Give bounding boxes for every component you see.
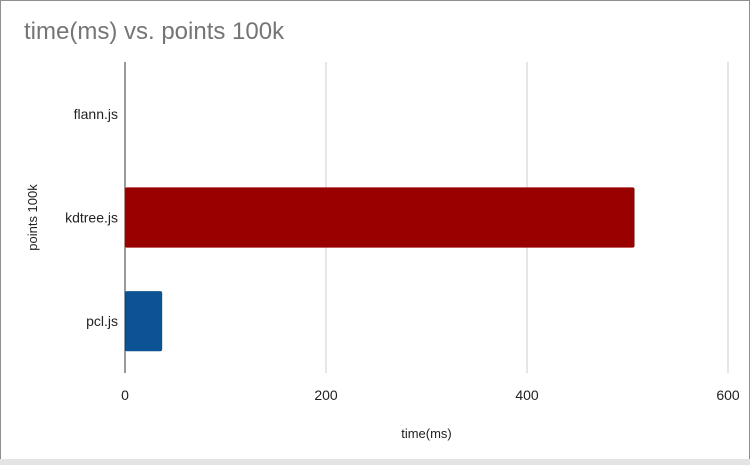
chart-title: time(ms) vs. points 100k xyxy=(24,18,285,45)
category-label-2: pcl.js xyxy=(86,313,118,329)
x-tick-labels: 0 200 400 600 xyxy=(121,387,740,403)
category-label-0: flann.js xyxy=(74,106,118,122)
x-axis-label: time(ms) xyxy=(401,426,452,441)
y-axis-label: points 100k xyxy=(25,184,40,251)
category-labels: flann.js kdtree.js pcl.js xyxy=(65,106,118,329)
bars xyxy=(125,187,635,352)
category-label-1: kdtree.js xyxy=(65,210,118,226)
bottom-strip xyxy=(0,459,750,465)
bar-pcl-js xyxy=(125,291,163,352)
x-tick-label-2: 400 xyxy=(515,387,539,403)
bar-kdtree-js xyxy=(125,187,635,248)
x-tick-label-3: 600 xyxy=(716,387,740,403)
x-tick-label-0: 0 xyxy=(121,387,129,403)
x-tick-label-1: 200 xyxy=(314,387,338,403)
